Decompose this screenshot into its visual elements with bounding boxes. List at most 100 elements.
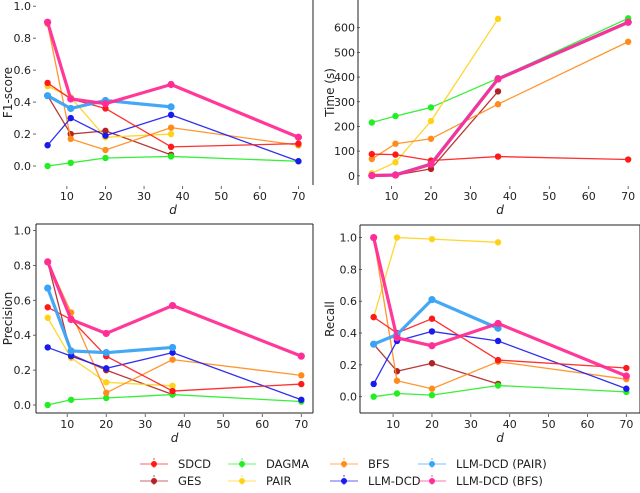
data-point (167, 130, 175, 138)
x-tick-label: 60 (582, 190, 596, 203)
data-point (295, 140, 302, 147)
data-point (428, 342, 436, 350)
y-axis-label: Recall (323, 301, 337, 337)
data-point (392, 112, 399, 120)
y-tick-label: 0.8 (14, 32, 32, 45)
x-tick-label: 50 (216, 418, 230, 431)
data-point (67, 159, 74, 167)
legend-marker-icon (151, 461, 157, 467)
y-axis-label: F1-score (1, 67, 15, 118)
data-point (494, 88, 502, 95)
legend-entry: LLM-DCD (330, 474, 421, 488)
series-bfs (44, 258, 305, 397)
series-line (46, 287, 173, 355)
y-axis-label: Time (s) (323, 68, 337, 118)
series-line (46, 94, 172, 111)
series-line (47, 85, 172, 138)
series-line (46, 261, 302, 358)
data-point (44, 304, 51, 311)
data-point (624, 156, 632, 163)
legend-label: DAGMA (266, 457, 309, 471)
y-tick-label: 500 (334, 46, 355, 59)
data-point (368, 119, 376, 126)
x-tick-label: 30 (463, 190, 477, 203)
x-tick-label: 40 (177, 418, 191, 431)
data-point (67, 135, 74, 143)
legend-entry: PAIR (228, 474, 291, 488)
series-sdcd (368, 150, 632, 164)
y-tick-label: 0 (348, 170, 355, 183)
x-tick-label: 10 (385, 190, 399, 203)
data-point (427, 104, 435, 111)
x-tick-label: 60 (253, 190, 267, 203)
legend-entry: BFS (330, 457, 390, 471)
series-line (371, 17, 629, 124)
data-point (67, 347, 75, 355)
x-axis-label: d (496, 203, 504, 217)
series-line (373, 343, 499, 385)
x-tick-label: 70 (294, 418, 308, 431)
data-point (44, 314, 51, 321)
data-point (428, 391, 436, 399)
legend-entry: LLM-DCD (BFS) (418, 474, 543, 488)
series-line (371, 20, 629, 178)
chart-precision: 0.0 0.2 0.4 0.6 0.8 1.0 10 20 30 40 50 60 70 d Precisi… (1, 223, 314, 445)
x-tick-label: 10 (386, 418, 400, 431)
series-line (371, 41, 629, 160)
series-llm-dcd (44, 111, 302, 165)
x-tick-label: 60 (580, 418, 594, 431)
data-point (43, 92, 52, 100)
y-tick-label: 1.0 (14, 0, 32, 13)
y-tick-label: 400 (334, 71, 355, 84)
series-llm-dcd-bfs (44, 258, 305, 360)
data-point (428, 235, 436, 243)
data-point (101, 100, 110, 108)
data-point (102, 127, 109, 135)
legend-label: PAIR (266, 474, 291, 488)
data-point (295, 158, 302, 165)
data-point (168, 301, 177, 310)
legend-label: BFS (368, 457, 390, 471)
data-point (67, 315, 75, 324)
x-tick-label: 30 (138, 418, 152, 431)
y-tick-label: 0.6 (14, 294, 32, 307)
data-point (44, 284, 52, 292)
x-tick-label: 20 (425, 418, 439, 431)
data-point (368, 155, 376, 163)
data-point (67, 104, 75, 113)
data-point (102, 146, 109, 154)
x-axis-label: d (171, 431, 179, 445)
series-line (47, 261, 302, 394)
series-llm-dcd-pair (44, 284, 177, 357)
legend-entry: LLM-DCD (PAIR) (418, 457, 547, 471)
legend-marker-icon (429, 461, 435, 467)
y-tick-label: 0.2 (340, 359, 358, 372)
data-point (44, 401, 51, 409)
legend-marker-icon (239, 461, 245, 467)
data-point (67, 396, 75, 403)
data-point (494, 337, 502, 345)
y-tick-label: 0.2 (14, 128, 32, 141)
legend-entry: GES (140, 474, 201, 488)
data-point (294, 133, 303, 141)
x-tick-label: 30 (464, 418, 478, 431)
data-point (169, 387, 176, 395)
y-tick-label: 0.6 (340, 295, 358, 308)
data-point (623, 364, 630, 372)
legend-label: LLM-DCD (PAIR) (456, 457, 547, 471)
x-tick-label: 50 (214, 190, 228, 203)
data-point (168, 343, 177, 352)
data-point (427, 117, 435, 125)
series-llm-dcd (44, 344, 305, 403)
data-point (494, 75, 502, 83)
data-point (494, 101, 502, 108)
x-tick-label: 20 (424, 190, 438, 203)
series-line (373, 236, 499, 318)
series-line (372, 237, 627, 378)
series-llm-dcd-bfs (43, 18, 303, 141)
x-tick-label: 50 (542, 418, 556, 431)
data-point (167, 103, 175, 111)
legend-label: SDCD (178, 457, 211, 471)
legend-marker-icon (239, 478, 245, 484)
data-point (624, 18, 632, 26)
